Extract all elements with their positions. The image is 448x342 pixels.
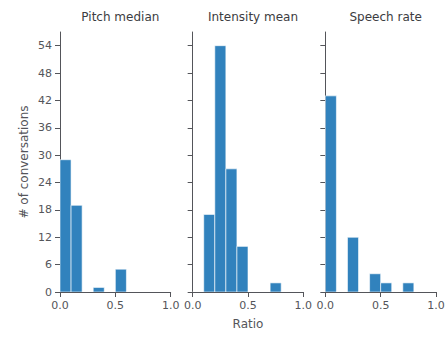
svg-text:Intensity mean: Intensity mean — [208, 10, 298, 24]
svg-text:42: 42 — [38, 94, 52, 107]
svg-text:1.0: 1.0 — [162, 299, 180, 312]
svg-text:30: 30 — [38, 149, 52, 162]
svg-text:1.0: 1.0 — [295, 299, 313, 312]
svg-text:0.5: 0.5 — [107, 299, 125, 312]
svg-text:54: 54 — [38, 39, 52, 52]
svg-text:Pitch median: Pitch median — [81, 10, 159, 24]
svg-text:36: 36 — [38, 121, 52, 134]
svg-text:48: 48 — [38, 67, 52, 80]
svg-text:1.0: 1.0 — [427, 299, 445, 312]
svg-text:0.5: 0.5 — [239, 299, 257, 312]
svg-text:0.0: 0.0 — [184, 299, 202, 312]
svg-text:Speech rate: Speech rate — [349, 10, 421, 24]
svg-text:6: 6 — [45, 258, 52, 271]
svg-text:Ratio: Ratio — [233, 317, 264, 331]
svg-text:18: 18 — [38, 203, 52, 216]
svg-text:24: 24 — [38, 176, 52, 189]
svg-text:0.0: 0.0 — [317, 299, 335, 312]
svg-text:0: 0 — [45, 286, 52, 299]
svg-text:0.5: 0.5 — [372, 299, 390, 312]
svg-text:12: 12 — [38, 231, 52, 244]
svg-text:0.0: 0.0 — [51, 299, 69, 312]
svg-text:# of conversations: # of conversations — [17, 105, 31, 218]
